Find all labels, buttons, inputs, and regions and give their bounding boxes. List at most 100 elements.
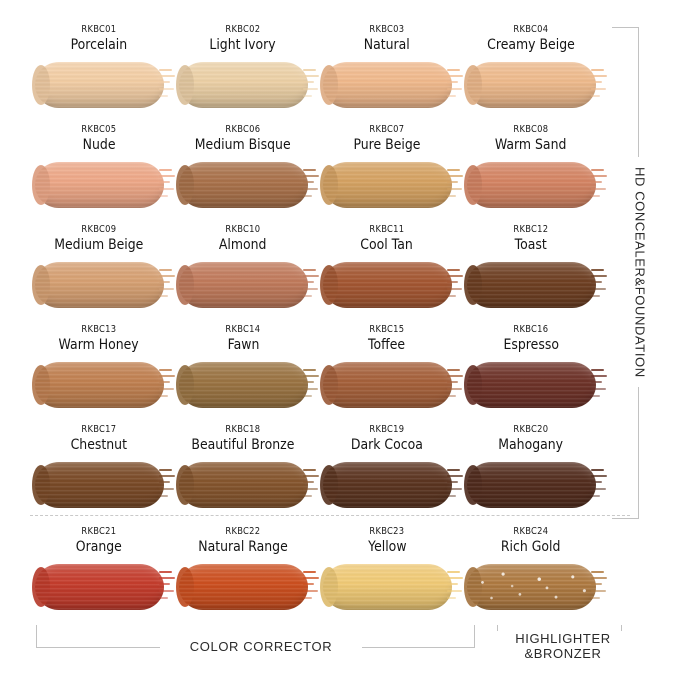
shade-swatch-wrap	[319, 362, 463, 408]
shade-swatch-wrap	[31, 362, 175, 408]
shade-name: Almond	[219, 237, 267, 253]
shade-swatch-wrap	[175, 62, 319, 108]
swatch-left-cap	[319, 65, 338, 105]
shade-cell: RKBC23 Yellow	[318, 524, 463, 624]
shade-name: Porcelain	[70, 37, 128, 53]
shade-name: Chestnut	[70, 437, 128, 453]
shade-code: RKBC14	[225, 324, 261, 335]
shade-swatch-wrap	[463, 62, 607, 108]
swatch-left-cap	[463, 365, 482, 405]
shade-swatch-wrap	[463, 162, 607, 208]
shade-cell: RKBC04 Creamy Beige	[462, 22, 607, 122]
shade-swatch-wrap	[175, 162, 319, 208]
shade-cell: RKBC19 Dark Cocoa	[318, 422, 463, 522]
shade-swatch-wrap	[31, 162, 175, 208]
shade-swatch	[319, 462, 452, 508]
shade-code: RKBC01	[81, 24, 117, 35]
shade-cell: RKBC16 Espresso	[462, 322, 607, 422]
shade-code: RKBC09	[81, 224, 117, 235]
shade-swatch	[175, 462, 308, 508]
shade-swatch-wrap	[31, 564, 175, 610]
shade-swatch	[31, 62, 164, 108]
shade-name: Natural	[363, 37, 410, 53]
shade-cell: RKBC10 Almond	[174, 222, 319, 322]
shade-cell: RKBC01 Porcelain	[30, 22, 175, 122]
shade-swatch	[31, 564, 164, 610]
shade-name: Medium Beige	[54, 237, 144, 253]
shade-code: RKBC18	[225, 424, 261, 435]
section-divider	[30, 515, 630, 516]
shade-swatch	[175, 564, 308, 610]
shade-swatch	[175, 262, 308, 308]
shade-swatch	[463, 362, 596, 408]
highlighter-bronzer-group-label: HIGHLIGHTER &BRONZER	[489, 631, 637, 661]
shade-swatch-wrap	[319, 462, 463, 508]
shade-code: RKBC05	[81, 124, 117, 135]
swatch-left-cap	[319, 165, 338, 205]
shade-cell: RKBC11 Cool Tan	[318, 222, 463, 322]
shade-code: RKBC06	[225, 124, 261, 135]
shade-swatch	[175, 362, 308, 408]
shade-cell: RKBC15 Toffee	[318, 322, 463, 422]
shade-code: RKBC03	[369, 24, 405, 35]
shade-name: Beautiful Bronze	[191, 437, 295, 453]
shade-cell: RKBC22 Natural Range	[174, 524, 319, 624]
swatch-left-cap	[319, 567, 338, 607]
shade-cell: RKBC21 Orange	[30, 524, 175, 624]
shade-cell: RKBC24 Rich Gold	[462, 524, 607, 624]
shade-name: Dark Cocoa	[350, 437, 424, 453]
shade-cell: RKBC12 Toast	[462, 222, 607, 322]
shade-code: RKBC19	[369, 424, 405, 435]
shade-swatch-wrap	[463, 262, 607, 308]
shade-code: RKBC22	[225, 526, 261, 537]
shade-swatch-wrap	[319, 162, 463, 208]
shade-cell: RKBC20 Mahogany	[462, 422, 607, 522]
shade-code: RKBC10	[225, 224, 261, 235]
swatch-left-cap	[31, 365, 50, 405]
shade-cell: RKBC05 Nude	[30, 122, 175, 222]
concealer-foundation-group-text: HD CONCEALER&FOUNDATION	[632, 156, 648, 388]
swatch-left-cap	[463, 567, 482, 607]
shade-cell: RKBC03 Natural	[318, 22, 463, 122]
shade-code: RKBC13	[81, 324, 117, 335]
shade-swatch	[31, 362, 164, 408]
shade-swatch	[463, 62, 596, 108]
swatch-left-cap	[31, 465, 50, 505]
shade-cell: RKBC17 Chestnut	[30, 422, 175, 522]
shade-swatch	[175, 62, 308, 108]
shade-cell: RKBC07 Pure Beige	[318, 122, 463, 222]
shade-swatch-wrap	[31, 62, 175, 108]
shade-swatch	[319, 162, 452, 208]
concealer-foundation-group-label: HD CONCEALER&FOUNDATION	[620, 27, 660, 517]
shade-name: Warm Honey	[58, 337, 140, 353]
shade-swatch	[31, 462, 164, 508]
shade-name: Orange	[75, 539, 123, 555]
shade-swatch-wrap	[175, 262, 319, 308]
shade-swatch-wrap	[31, 262, 175, 308]
shade-swatch-wrap	[463, 362, 607, 408]
shade-cell: RKBC08 Warm Sand	[462, 122, 607, 222]
shade-cell: RKBC13 Warm Honey	[30, 322, 175, 422]
shade-swatch-wrap	[31, 462, 175, 508]
shade-name: Mahogany	[498, 437, 564, 453]
shade-name: Rich Gold	[501, 539, 561, 555]
shade-cell: RKBC06 Medium Bisque	[174, 122, 319, 222]
shade-swatch-wrap	[175, 462, 319, 508]
shade-swatch	[319, 62, 452, 108]
shade-code: RKBC04	[513, 24, 549, 35]
swatch-left-cap	[463, 265, 482, 305]
swatch-left-cap	[31, 567, 50, 607]
shade-swatch	[463, 564, 596, 610]
swatch-left-cap	[175, 165, 194, 205]
shade-swatch	[31, 162, 164, 208]
swatch-left-cap	[319, 365, 338, 405]
swatch-left-cap	[31, 265, 50, 305]
shade-code: RKBC02	[225, 24, 261, 35]
shade-swatch-wrap	[319, 564, 463, 610]
swatch-left-cap	[175, 365, 194, 405]
shade-cell: RKBC14 Fawn	[174, 322, 319, 422]
shade-swatch-wrap	[463, 564, 607, 610]
shade-swatch-wrap	[175, 564, 319, 610]
shade-code: RKBC23	[369, 526, 405, 537]
